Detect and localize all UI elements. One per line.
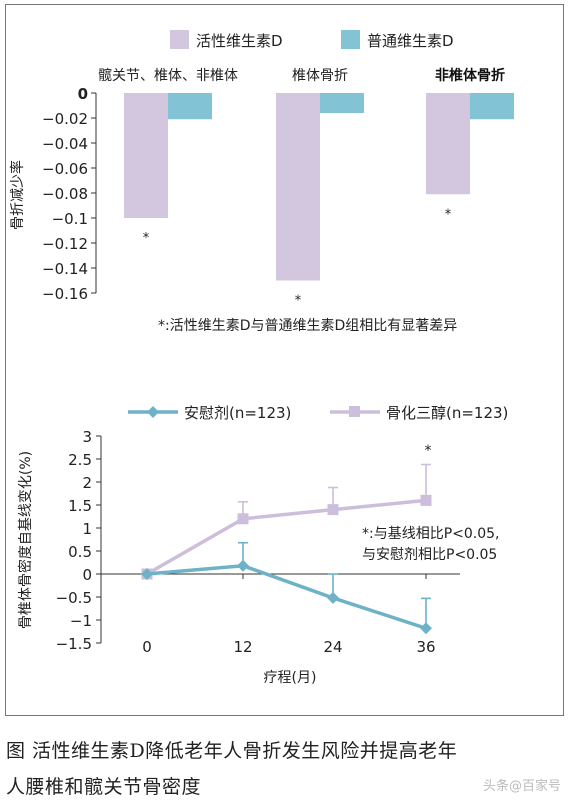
line-x-tick-label: 36 bbox=[416, 638, 435, 656]
bar-category-label-nonvertebral: 非椎体骨折 bbox=[435, 67, 505, 84]
bar-series bbox=[124, 93, 514, 281]
point-calcitriol bbox=[327, 504, 339, 516]
point-placebo bbox=[237, 559, 249, 572]
line-y-tick-label: 0 bbox=[82, 566, 92, 584]
line-y-ticks: 3 2.5 2 1.5 1 0.5 0 −0.5 −1 −1.5 bbox=[56, 428, 101, 653]
legend-marker-placebo bbox=[147, 406, 159, 418]
line-y-tick-label: −0.5 bbox=[56, 589, 92, 607]
series-line-calcitriol bbox=[146, 498, 427, 576]
series-line-placebo bbox=[146, 563, 427, 630]
bar-active-d bbox=[124, 93, 168, 218]
point-placebo bbox=[141, 568, 153, 580]
bar-y-tick-label: −0.06 bbox=[42, 160, 88, 178]
bar-active-d bbox=[276, 93, 320, 281]
line-y-tick-label: 1.5 bbox=[68, 497, 92, 515]
bar-normal-d bbox=[470, 93, 514, 120]
bar-y-tick-label: −0.12 bbox=[42, 235, 88, 253]
bar-category-label-vertebral: 椎体骨折 bbox=[292, 68, 348, 84]
line-footnote-line-2: 与安慰剂相比P<0.05 bbox=[362, 546, 497, 563]
point-placebo bbox=[327, 591, 339, 604]
line-y-tick-label: −1 bbox=[70, 612, 92, 630]
bar-normal-d bbox=[168, 93, 212, 120]
line-y-tick-label: 2 bbox=[82, 474, 92, 492]
line-x-tick-label: 0 bbox=[142, 638, 152, 656]
bar-significance-star: * bbox=[143, 231, 150, 246]
line-significance-mark: * bbox=[425, 443, 432, 459]
watermark: 头条@百家号 bbox=[482, 779, 561, 794]
caption-line-2: 人腰椎和髋关节骨密度 bbox=[6, 776, 202, 798]
line-x-axis-title: 疗程(月) bbox=[264, 670, 317, 686]
bar-y-ticks: 0 −0.02 −0.04 −0.06 −0.08 −0.1 −0.12 −0.14 −0.16 bbox=[42, 85, 96, 303]
legend-swatch-active-d bbox=[170, 30, 189, 49]
bar-y-tick-label: −0.04 bbox=[42, 135, 88, 153]
line-y-axis-title: 骨椎体骨密度自基线变化(%) bbox=[17, 451, 34, 629]
line-x-ticks: 0 12 24 36 bbox=[142, 574, 436, 656]
figure-frame bbox=[5, 4, 564, 716]
line-x-tick-label: 24 bbox=[323, 638, 342, 656]
line-y-tick-label: −1.5 bbox=[56, 635, 92, 653]
bar-y-tick-label: −0.02 bbox=[42, 110, 88, 128]
line-x-tick-label: 12 bbox=[233, 638, 252, 656]
line-y-tick-label: 0.5 bbox=[68, 543, 92, 561]
bar-significance-star: * bbox=[445, 207, 452, 222]
bar-y-tick-label: 0 bbox=[78, 85, 88, 103]
bar-significance-star: * bbox=[295, 294, 302, 309]
bar-y-tick-label: −0.16 bbox=[42, 285, 88, 303]
point-placebo bbox=[420, 622, 432, 635]
line-y-tick-label: 2.5 bbox=[68, 451, 92, 469]
line-footnote-line-1: *:与基线相比P<0.05, bbox=[362, 525, 500, 542]
point-calcitriol bbox=[420, 494, 432, 506]
bar-y-tick-label: −0.1 bbox=[52, 210, 88, 228]
bar-significance-marks: * * * bbox=[143, 207, 452, 308]
bar-active-d bbox=[426, 93, 470, 195]
bar-y-tick-label: −0.08 bbox=[42, 185, 88, 203]
point-calcitriol bbox=[237, 513, 249, 525]
caption-line-1: 图 活性维生素D降低老年人骨折发生风险并提高老年 bbox=[6, 740, 458, 762]
line-series bbox=[141, 494, 432, 635]
legend-label-active-d: 活性维生素D bbox=[196, 32, 283, 50]
legend-marker-calcitriol bbox=[349, 406, 360, 417]
bar-footnote: *:活性维生素D与普通维生素D组相比有显著差异 bbox=[158, 318, 457, 334]
bar-normal-d bbox=[320, 93, 364, 113]
legend-label-placebo: 安慰剂(n=123) bbox=[184, 404, 291, 422]
line-y-tick-label: 1 bbox=[82, 520, 92, 538]
figure-caption: 图 活性维生素D降低老年人骨折发生风险并提高老年 人腰椎和髋关节骨密度 bbox=[6, 733, 562, 805]
legend-label-normal-d: 普通维生素D bbox=[367, 32, 454, 50]
legend-label-calcitriol: 骨化三醇(n=123) bbox=[386, 404, 508, 422]
bar-y-tick-label: −0.14 bbox=[42, 260, 88, 278]
bar-category-label-hip-vert-nonvert: 髋关节、椎体、非椎体 bbox=[98, 67, 238, 84]
legend-swatch-normal-d bbox=[341, 30, 360, 49]
bar-y-axis-title: 骨折减少率 bbox=[9, 160, 26, 230]
line-y-tick-label: 3 bbox=[82, 428, 92, 446]
